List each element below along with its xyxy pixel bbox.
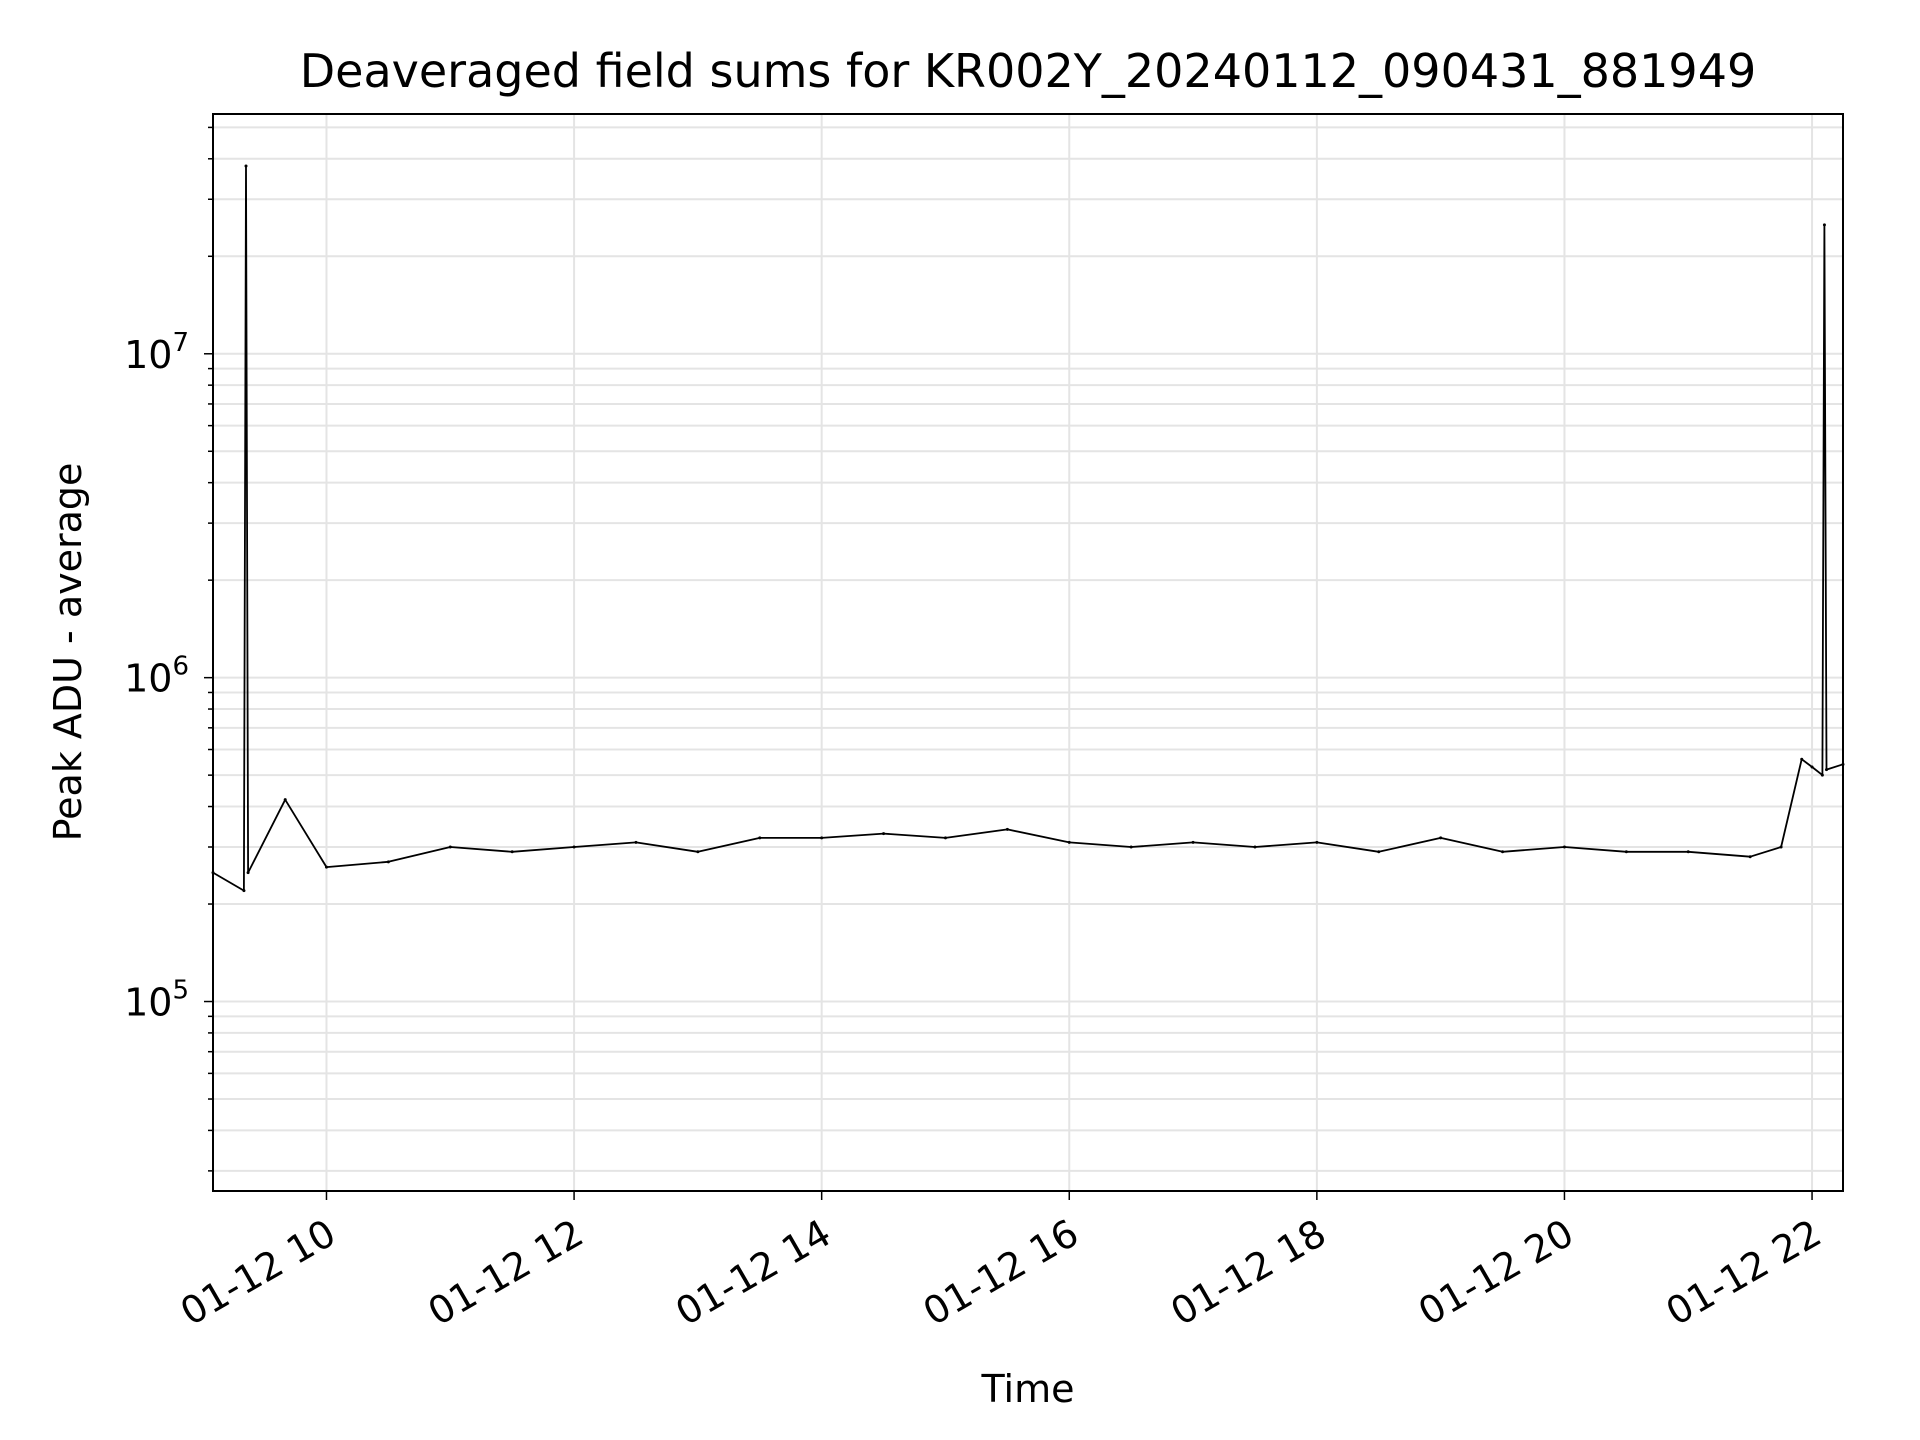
- data-point: [1067, 840, 1071, 844]
- data-point: [246, 871, 250, 875]
- data-point: [1822, 223, 1826, 227]
- y-tick-label: 105: [124, 976, 189, 1025]
- data-point: [1253, 845, 1257, 849]
- data-point: [1779, 845, 1783, 849]
- data-point: [1824, 768, 1828, 772]
- data-point: [1820, 773, 1824, 777]
- chart-title: Deaveraged field sums for KR002Y_2024011…: [300, 44, 1756, 98]
- data-point: [1624, 850, 1628, 854]
- data-point: [634, 840, 638, 844]
- data-point: [1377, 850, 1381, 854]
- data-point: [696, 850, 700, 854]
- grid-lines: [213, 114, 1843, 1191]
- plot-frame: [212, 113, 1844, 1192]
- data-point: [572, 845, 576, 849]
- data-point: [943, 836, 947, 840]
- data-point: [1439, 836, 1443, 840]
- data-point: [1810, 765, 1814, 769]
- data-point: [244, 164, 248, 168]
- data-point: [1800, 757, 1804, 761]
- data-point: [1191, 840, 1195, 844]
- data-point: [324, 865, 328, 869]
- data-point: [1748, 855, 1752, 859]
- data-point: [283, 798, 287, 802]
- y-axis-label: Peak ADU - average: [46, 463, 90, 842]
- data-point: [510, 850, 514, 854]
- data-point: [448, 845, 452, 849]
- y-axis: 105 106 107: [124, 126, 213, 1172]
- data-point: [1315, 840, 1319, 844]
- data-point: [820, 836, 824, 840]
- data-point: [386, 860, 390, 864]
- data-point: [1686, 850, 1690, 854]
- data-point: [1562, 845, 1566, 849]
- data-point: [1501, 850, 1505, 854]
- series-line-0: [212, 165, 1844, 892]
- data-point: [242, 889, 246, 893]
- y-tick-label: 106: [124, 652, 189, 701]
- data-point: [1005, 827, 1009, 831]
- data-point: [758, 836, 762, 840]
- data-point: [882, 832, 886, 836]
- x-axis-label: Time: [981, 1367, 1075, 1411]
- data-point: [1129, 845, 1133, 849]
- y-tick-label: 107: [124, 328, 189, 377]
